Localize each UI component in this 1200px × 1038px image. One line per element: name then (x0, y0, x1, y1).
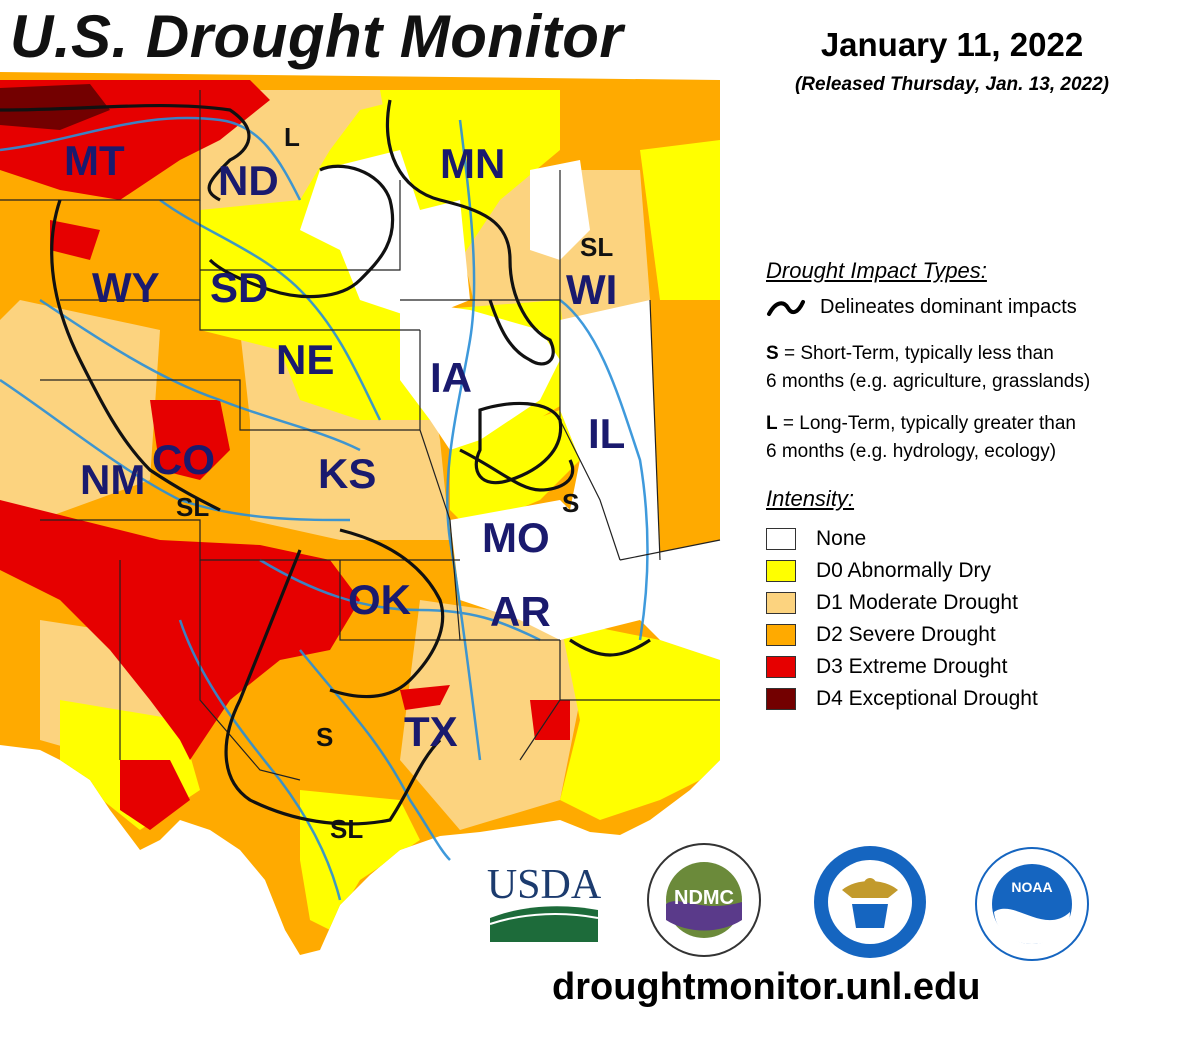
impact-types-heading: Drought Impact Types: (766, 258, 987, 283)
d0-area-texas-coast (300, 790, 420, 930)
d3-area-west-texas (120, 760, 190, 830)
legend-label-d2: D2 Severe Drought (816, 623, 996, 646)
state-label-wi: WI (566, 266, 617, 313)
state-label-il: IL (588, 410, 625, 457)
legend-label-d0: D0 Abnormally Dry (816, 559, 992, 582)
none-area-minnesota (300, 150, 470, 320)
d3-area-texas-central (400, 685, 450, 710)
d0-area-missouri (450, 410, 580, 530)
state-label-mo: MO (482, 514, 550, 561)
legend-item-none: None (766, 523, 1038, 555)
state-label-co: CO (152, 436, 215, 483)
legend-item-d4: D4 Exceptional Drought (766, 683, 1038, 715)
legend-label-none: None (816, 527, 867, 550)
legend-item-d2: D2 Severe Drought (766, 619, 1038, 651)
swatch-d2 (766, 624, 796, 646)
short-term-key: S (766, 343, 779, 364)
none-area-kentucky (620, 540, 720, 660)
intensity-legend: None D0 Abnormally Dry D1 Moderate Droug… (766, 523, 1038, 715)
short-term-desc: S = Short-Term, typically less than 6 mo… (766, 340, 1090, 396)
noaa-logo: NOAA (975, 847, 1089, 961)
long-term-line2: 6 months (e.g. hydrology, ecology) (766, 441, 1057, 462)
swatch-d0 (766, 560, 796, 582)
state-labels: MT ND MN WY SD WI NE IA IL CO NM KS MO O… (64, 137, 625, 755)
noaa-logo-text: NOAA (1011, 879, 1052, 895)
d4-area-montana (0, 84, 110, 130)
map-date: January 11, 2022 (820, 26, 1084, 63)
ndmc-logo-text: NDMC (674, 887, 734, 909)
d0-area-south (560, 620, 720, 820)
state-label-sd: SD (210, 264, 268, 311)
website-link[interactable]: droughtmonitor.unl.edu (552, 966, 981, 1008)
state-label-wy: WY (92, 264, 160, 311)
impact-label-wi: SL (580, 232, 613, 262)
state-label-ar: AR (490, 588, 551, 635)
ndmc-logo: NDMC (647, 843, 761, 957)
short-term-line2: 6 months (e.g. agriculture, grasslands) (766, 371, 1091, 392)
legend-label-d4: D4 Exceptional Drought (816, 687, 1038, 710)
state-label-ok: OK (348, 576, 411, 623)
d1-area-texas-east (400, 600, 580, 830)
impact-line-label: Delineates dominant impacts (820, 296, 1077, 318)
none-area-arkansas (450, 500, 640, 640)
state-label-nd: ND (218, 157, 279, 204)
long-term-line1: = Long-Term, typically greater than (782, 413, 1076, 434)
legend: Drought Impact Types: Delineates dominan… (766, 258, 1186, 710)
swatch-d3 (766, 656, 796, 678)
state-label-ne: NE (276, 336, 334, 383)
impact-label-tx-west: S (316, 722, 333, 752)
state-label-mt: MT (64, 137, 125, 184)
d3-area-arkansas (530, 700, 570, 740)
impact-label-mo: S (562, 488, 579, 518)
usda-logo-text: USDA (487, 862, 602, 908)
none-area-midwest (400, 300, 560, 450)
legend-item-d3: D3 Extreme Drought (766, 651, 1038, 683)
legend-label-d1: D1 Moderate Drought (816, 591, 1018, 614)
state-label-nm: NM (80, 456, 145, 503)
intensity-heading: Intensity: (766, 486, 855, 511)
swatch-none (766, 528, 796, 550)
legend-item-d0: D0 Abnormally Dry (766, 555, 1038, 587)
impact-label-tx-south: SL (330, 814, 363, 844)
usda-logo: USDA (487, 862, 602, 942)
d3-area-colorado (150, 400, 230, 480)
commerce-seal-logo (814, 846, 926, 958)
impact-line-icon (767, 299, 805, 316)
legend-label-d3: D3 Extreme Drought (816, 655, 1008, 678)
swatch-d1 (766, 592, 796, 614)
d3-area-wyoming (50, 220, 100, 260)
release-date: (Released Thursday, Jan. 13, 2022) (794, 74, 1109, 95)
d0-area-michigan (640, 140, 720, 300)
page-title: U.S. Drought Monitor (10, 3, 624, 70)
legend-item-d1: D1 Moderate Drought (766, 587, 1038, 619)
state-label-ks: KS (318, 450, 376, 497)
short-term-line1: = Short-Term, typically less than (783, 343, 1054, 364)
state-label-mn: MN (440, 140, 505, 187)
long-term-desc: L = Long-Term, typically greater than 6 … (766, 410, 1076, 466)
long-term-key: L (766, 413, 778, 434)
state-borders (0, 90, 721, 781)
impact-label-nd: L (284, 122, 300, 152)
impact-labels: L SL SL S S SL (176, 122, 613, 844)
swatch-d4 (766, 688, 796, 710)
state-label-tx: TX (404, 708, 458, 755)
impact-line-legend: Delineates dominant impacts (766, 296, 1077, 319)
impact-label-co: SL (176, 492, 209, 522)
impact-lines (0, 99, 651, 826)
drought-map: MT ND MN WY SD WI NE IA IL CO NM KS MO O… (0, 72, 721, 955)
state-label-ia: IA (430, 354, 472, 401)
